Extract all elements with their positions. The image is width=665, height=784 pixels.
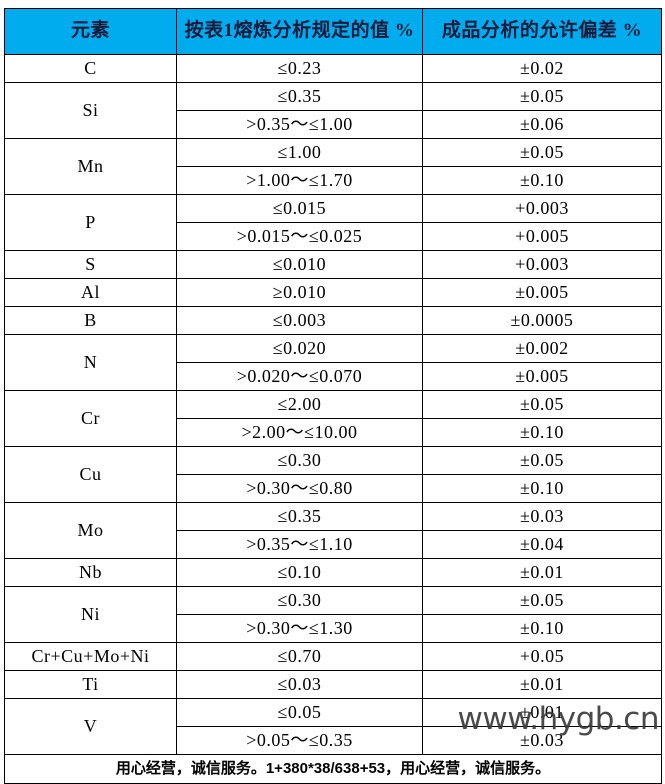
element-name-cell: N (4, 334, 177, 391)
element-name-cell: B (4, 306, 177, 335)
product-deviation-cell: ±0.05 (422, 446, 662, 475)
element-name-cell: Al (4, 278, 177, 307)
melt-value-cell: ≤1.00 (176, 138, 423, 167)
element-name-cell: Mn (4, 138, 177, 195)
product-deviation-cell: ±0.01 (422, 698, 662, 727)
table-row: Si ≤0.35 ±0.05 (4, 82, 662, 139)
product-deviation-cell: ±0.005 (422, 278, 662, 307)
table-row: >0.30～≤0.80 ±0.10 (5, 474, 662, 503)
element-name-cell: Ti (4, 670, 177, 699)
product-deviation-cell: ±0.01 (422, 558, 662, 587)
table-row: Mn ≤1.00 ±0.05 (4, 138, 662, 195)
product-deviation-cell: +0.003 (422, 250, 662, 279)
product-deviation-cell: ±0.05 (422, 82, 662, 111)
table-header: 元素 按表1熔炼分析规定的值 % 成品分析的允许偏差 % (4, 8, 662, 55)
melt-value-cell: >0.015～≤0.025 (176, 222, 423, 251)
melt-value-cell: >1.00～≤1.70 (176, 166, 423, 195)
melt-value-cell: ≤0.03 (176, 670, 423, 699)
melt-value-cell: >0.30～≤1.30 (176, 614, 423, 643)
element-name-cell: Nb (4, 558, 177, 587)
product-deviation-cell: ±0.05 (422, 586, 662, 615)
table-row: Ti ≤0.03 ±0.01 (4, 670, 662, 699)
element-name-cell: P (4, 194, 177, 251)
table-row: >2.00～≤10.00 ±0.10 (5, 418, 662, 447)
product-deviation-cell: ±0.03 (422, 502, 662, 531)
product-deviation-cell: ±0.005 (422, 362, 662, 391)
column-header-product-deviation: 成品分析的允许偏差 % (422, 8, 662, 55)
table-body: C ≤0.23 ±0.02 Si ≤0.35 ±0.05 >0.35～≤1.00 ±0.06 M… (4, 54, 662, 755)
product-deviation-cell: +0.003 (422, 194, 662, 223)
table-header-row: 元素 按表1熔炼分析规定的值 % 成品分析的允许偏差 % (4, 8, 662, 55)
product-deviation-cell: ±0.01 (422, 670, 662, 699)
column-header-element: 元素 (4, 8, 177, 55)
table-row: Cr+Cu+Mo+Ni ≤0.70 +0.05 (4, 642, 662, 671)
product-deviation-cell: ±0.10 (422, 474, 662, 503)
element-name-cell: Mo (4, 502, 177, 559)
table-row: >0.020～≤0.070 ±0.005 (5, 362, 662, 391)
melt-value-cell: ≤0.23 (176, 54, 423, 83)
melt-value-cell: >0.35～≤1.10 (176, 530, 423, 559)
chemical-composition-table: 元素 按表1熔炼分析规定的值 % 成品分析的允许偏差 % C ≤0.23 ±0.02… (4, 8, 662, 784)
column-header-melt-value: 按表1熔炼分析规定的值 % (176, 8, 423, 55)
melt-value-cell: >0.35～≤1.00 (176, 110, 423, 139)
table-row: >0.05～≤0.35 ±0.03 (5, 726, 662, 755)
table-row: N ≤0.020 ±0.002 (4, 334, 662, 391)
table-row: P ≤0.015 +0.003 (4, 194, 662, 251)
product-deviation-cell: ±0.05 (422, 138, 662, 167)
melt-value-cell: ≤2.00 (176, 390, 423, 419)
table-row: Mo ≤0.35 ±0.03 (4, 502, 662, 559)
element-name-cell: V (4, 698, 177, 755)
melt-value-cell: ≤0.30 (176, 586, 423, 615)
product-deviation-cell: +0.005 (422, 222, 662, 251)
melt-value-cell: ≤0.020 (176, 334, 423, 363)
product-deviation-cell: ±0.06 (422, 110, 662, 139)
melt-value-cell: ≤0.003 (176, 306, 423, 335)
melt-value-cell: ≤0.015 (176, 194, 423, 223)
product-deviation-cell: ±0.10 (422, 418, 662, 447)
element-name-cell: Si (4, 82, 177, 139)
product-deviation-cell: ±0.0005 (422, 306, 662, 335)
table-row: B ≤0.003 ±0.0005 (4, 306, 662, 335)
table-row: Cr ≤2.00 ±0.05 (4, 390, 662, 447)
table-row: >0.35～≤1.10 ±0.04 (5, 530, 662, 559)
element-name-cell: Ni (4, 586, 177, 643)
table-row: >0.35～≤1.00 ±0.06 (5, 110, 662, 139)
product-deviation-cell: ±0.10 (422, 166, 662, 195)
table-row: Ni ≤0.30 ±0.05 (4, 586, 662, 643)
element-name-cell: Cr (4, 390, 177, 447)
element-name-cell: C (4, 54, 177, 83)
table-row: Nb ≤0.10 ±0.01 (4, 558, 662, 587)
melt-value-cell: ≤0.35 (176, 82, 423, 111)
table-row: C ≤0.23 ±0.02 (4, 54, 662, 83)
table-row: Al ≥0.010 ±0.005 (4, 278, 662, 307)
element-name-cell: S (4, 250, 177, 279)
table-row: S ≤0.010 +0.003 (4, 250, 662, 279)
melt-value-cell: ≤0.35 (176, 502, 423, 531)
table-row: V ≤0.05 ±0.01 (4, 698, 662, 755)
melt-value-cell: >0.020～≤0.070 (176, 362, 423, 391)
melt-value-cell: ≤0.70 (176, 642, 423, 671)
melt-value-cell: ≤0.10 (176, 558, 423, 587)
product-deviation-cell: ±0.04 (422, 530, 662, 559)
element-name-cell: Cr+Cu+Mo+Ni (4, 642, 177, 671)
melt-value-cell: >0.30～≤0.80 (176, 474, 423, 503)
element-name-cell: Cu (4, 446, 177, 503)
melt-value-cell: ≥0.010 (176, 278, 423, 307)
product-deviation-cell: ±0.002 (422, 334, 662, 363)
table-page: 元素 按表1熔炼分析规定的值 % 成品分析的允许偏差 % C ≤0.23 ±0.02… (4, 8, 662, 784)
table-row: >0.015～≤0.025 +0.005 (5, 222, 662, 251)
table-row: >1.00～≤1.70 ±0.10 (5, 166, 662, 195)
product-deviation-cell: ±0.05 (422, 390, 662, 419)
melt-value-cell: >0.05～≤0.35 (176, 726, 423, 755)
melt-value-cell: ≤0.30 (176, 446, 423, 475)
product-deviation-cell: ±0.10 (422, 614, 662, 643)
product-deviation-cell: +0.05 (422, 642, 662, 671)
melt-value-cell: ≤0.05 (176, 698, 423, 727)
product-deviation-cell: ±0.02 (422, 54, 662, 83)
melt-value-cell: ≤0.010 (176, 250, 423, 279)
melt-value-cell: >2.00～≤10.00 (176, 418, 423, 447)
table-row: >0.30～≤1.30 ±0.10 (5, 614, 662, 643)
product-deviation-cell: ±0.03 (422, 726, 662, 755)
table-row: Cu ≤0.30 ±0.05 (4, 446, 662, 503)
